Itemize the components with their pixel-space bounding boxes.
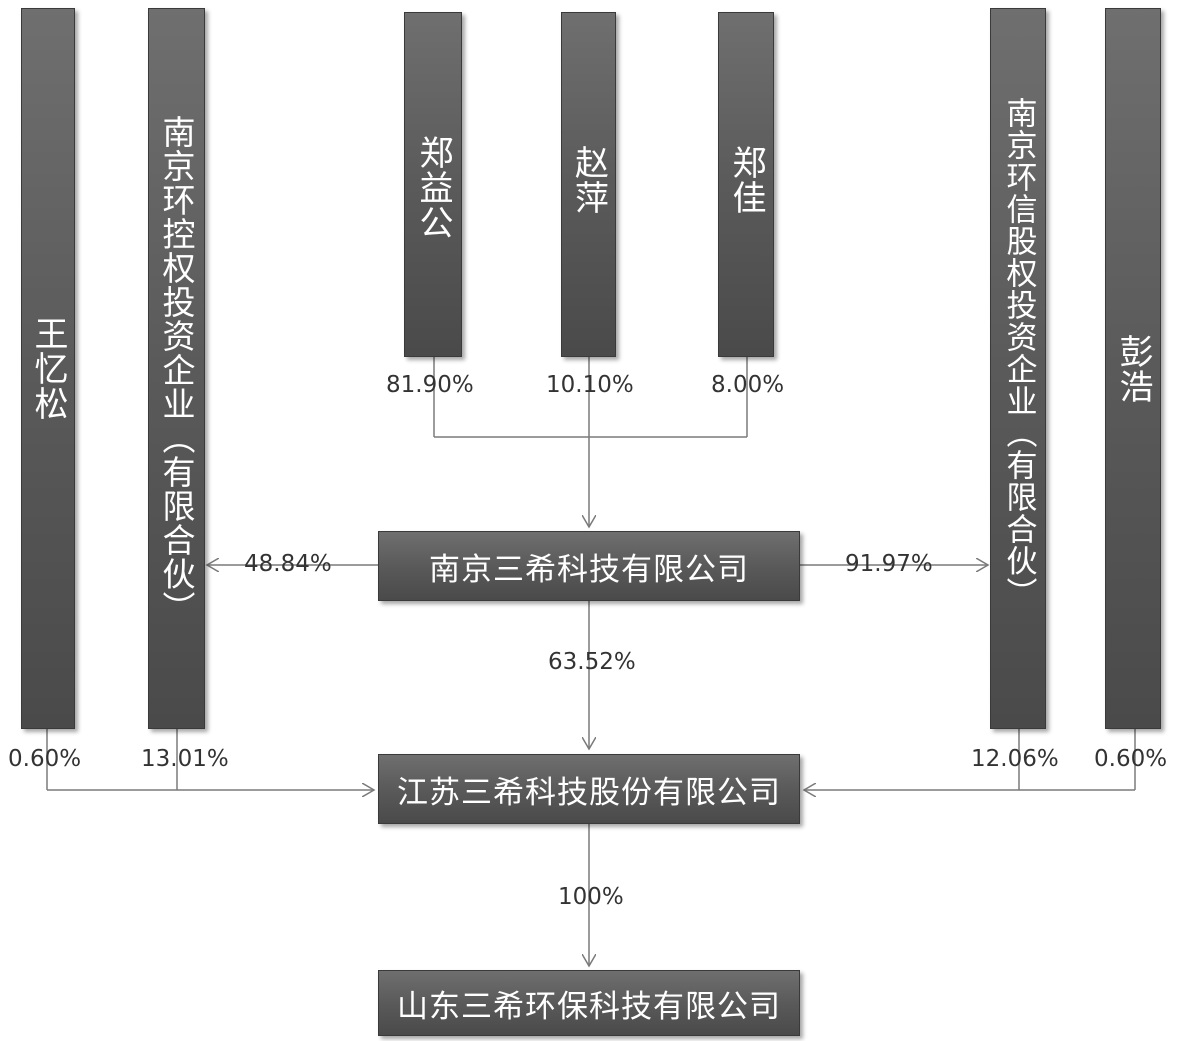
pct-zheng-j: 8.00%	[711, 372, 785, 398]
pct-zheng-yg: 81.90%	[386, 372, 474, 398]
box-js-sx: 江苏三希科技股份有限公司	[378, 754, 800, 824]
label-nj-hk: 南京环控权投资企业（有限合伙）	[157, 115, 196, 625]
label-sd-sx: 山东三希环保科技有限公司	[397, 988, 781, 1025]
label-nj-hx: 南京环信股权投资企业（有限合伙）	[1000, 97, 1037, 609]
pct-nj-sx-to-js-sx: 63.52%	[548, 649, 636, 675]
label-zheng-j: 郑佳	[726, 145, 766, 215]
label-zhao-p: 赵萍	[568, 145, 609, 215]
box-nj-hk: 南京环控权投资企业（有限合伙）	[148, 8, 205, 729]
pct-peng: 0.60%	[1094, 746, 1168, 772]
pct-zhao-p: 10.10%	[546, 372, 634, 398]
pct-js-sx-to-sd-sx: 100%	[558, 884, 624, 910]
label-peng: 彭浩	[1113, 333, 1153, 404]
label-wang: 王忆松	[28, 316, 68, 421]
pct-nj-hx: 12.06%	[971, 746, 1059, 772]
pct-nj-hk: 13.01%	[141, 746, 229, 772]
pct-wang: 0.60%	[8, 746, 82, 772]
box-nj-hx: 南京环信股权投资企业（有限合伙）	[990, 8, 1046, 729]
box-zhao-p: 赵萍	[561, 12, 616, 357]
label-nj-sx: 南京三希科技有限公司	[429, 551, 749, 588]
box-zheng-yg: 郑益公	[404, 12, 462, 357]
pct-nj-sx-to-nj-hk: 48.84%	[244, 551, 332, 577]
label-js-sx: 江苏三希科技股份有限公司	[397, 774, 781, 811]
box-nj-sx: 南京三希科技有限公司	[378, 531, 800, 601]
label-zheng-yg: 郑益公	[413, 135, 453, 240]
box-zheng-j: 郑佳	[718, 12, 774, 357]
box-sd-sx: 山东三希环保科技有限公司	[378, 970, 800, 1036]
pct-nj-sx-to-nj-hx: 91.97%	[845, 551, 933, 577]
box-wang: 王忆松	[21, 8, 75, 729]
box-peng: 彭浩	[1105, 8, 1161, 729]
